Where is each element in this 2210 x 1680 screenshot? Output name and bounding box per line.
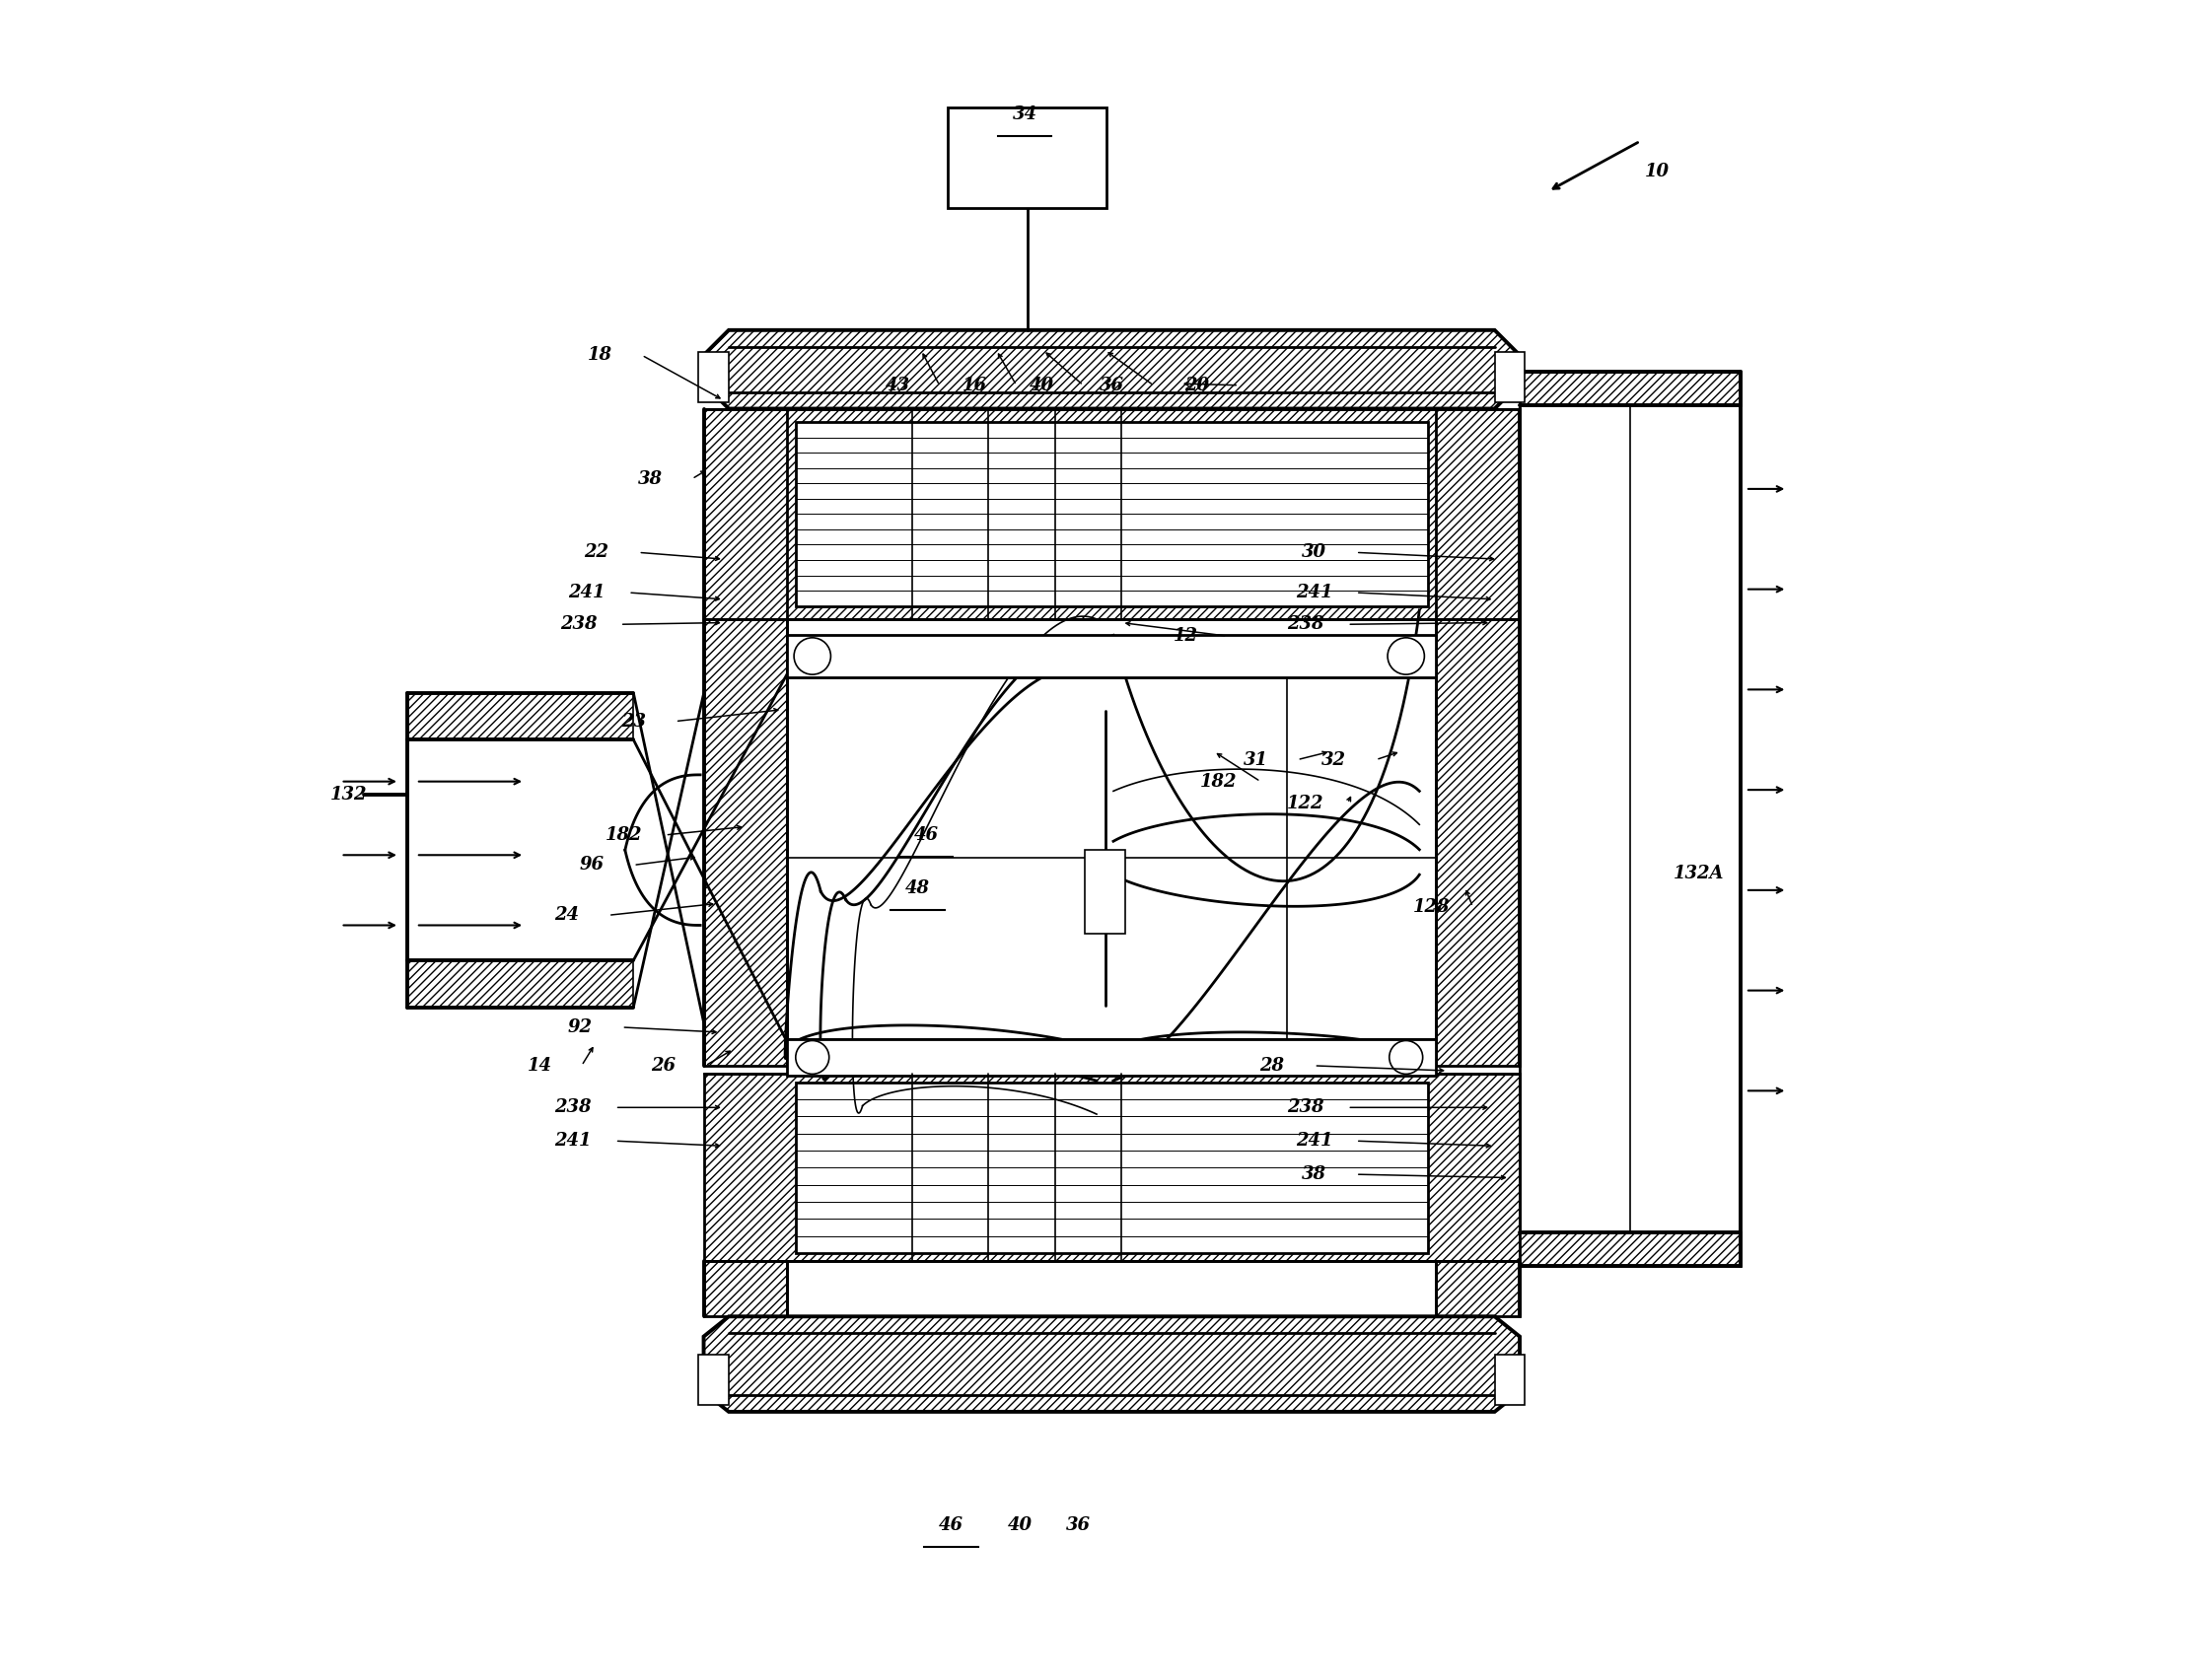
Polygon shape	[703, 408, 787, 1065]
Bar	[1494, 351, 1525, 402]
Text: 38: 38	[639, 470, 663, 487]
Text: 20: 20	[1185, 376, 1209, 395]
Polygon shape	[703, 408, 1520, 620]
Polygon shape	[1436, 1262, 1520, 1317]
Text: 36: 36	[1065, 1517, 1090, 1534]
Bar	[787, 677, 1436, 1038]
Polygon shape	[703, 1074, 1520, 1262]
Text: 92: 92	[568, 1018, 592, 1037]
Text: 132: 132	[331, 786, 367, 803]
Text: 18: 18	[588, 346, 612, 365]
Text: 241: 241	[1295, 583, 1333, 601]
Polygon shape	[1520, 1233, 1741, 1267]
Text: 238: 238	[559, 615, 597, 633]
Bar	[698, 351, 729, 402]
Text: 238: 238	[555, 1099, 592, 1116]
Text: 132A: 132A	[1673, 865, 1724, 882]
Text: 241: 241	[568, 583, 606, 601]
Text: 16: 16	[961, 376, 988, 395]
Text: 40: 40	[1030, 376, 1054, 395]
Text: 182: 182	[1200, 773, 1238, 790]
Bar	[796, 1082, 1428, 1253]
Bar	[1494, 1354, 1525, 1404]
Text: 241: 241	[555, 1132, 592, 1149]
Polygon shape	[407, 692, 634, 739]
Text: 28: 28	[1260, 1057, 1284, 1075]
Text: 43: 43	[886, 376, 911, 395]
Polygon shape	[1436, 408, 1520, 1065]
Text: 238: 238	[1286, 615, 1324, 633]
Polygon shape	[703, 1317, 1520, 1411]
Polygon shape	[407, 961, 634, 1008]
Text: 40: 40	[1008, 1517, 1032, 1534]
Text: 238: 238	[1286, 1099, 1324, 1116]
Text: 30: 30	[1302, 544, 1326, 561]
Text: 12: 12	[1174, 627, 1198, 645]
Text: 24: 24	[555, 906, 579, 924]
Bar	[1085, 850, 1125, 932]
Text: 10: 10	[1644, 163, 1669, 180]
Text: 26: 26	[652, 1057, 676, 1075]
Text: 122: 122	[1286, 795, 1324, 811]
Text: 96: 96	[579, 857, 603, 874]
Text: 46: 46	[939, 1517, 964, 1534]
Text: 48: 48	[906, 880, 930, 897]
Text: 46: 46	[913, 827, 939, 843]
Text: 241: 241	[1295, 1132, 1333, 1149]
Text: 34: 34	[1012, 106, 1036, 123]
Text: 36: 36	[1098, 376, 1125, 395]
Bar	[787, 635, 1436, 677]
Text: 31: 31	[1244, 751, 1269, 769]
Text: 38: 38	[1302, 1166, 1326, 1183]
Text: 128: 128	[1412, 899, 1450, 916]
Bar	[796, 422, 1428, 606]
Polygon shape	[1520, 371, 1741, 405]
Text: 32: 32	[1322, 751, 1346, 769]
Polygon shape	[703, 1262, 787, 1317]
Text: 182: 182	[606, 827, 641, 843]
Text: 14: 14	[528, 1057, 552, 1075]
Polygon shape	[703, 329, 1520, 408]
Bar	[948, 108, 1107, 208]
Text: 23: 23	[621, 712, 645, 731]
Text: 22: 22	[583, 544, 610, 561]
Bar	[787, 1038, 1436, 1075]
Bar	[698, 1354, 729, 1404]
